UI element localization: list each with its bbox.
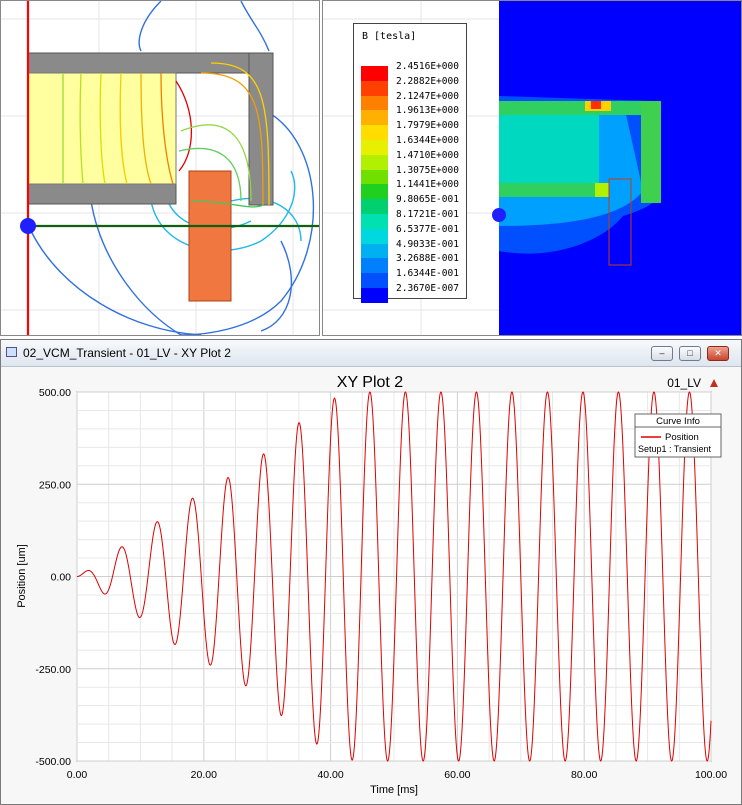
legend-swatch: [361, 95, 388, 111]
legend-swatch: [361, 288, 388, 303]
maximize-button[interactable]: □: [679, 346, 701, 361]
flux-density-view[interactable]: B [tesla] 2.4516E+000 2.2882E+000 2.1247E+…: [322, 0, 742, 336]
x-tick-label: 0.00: [67, 769, 88, 781]
minimize-button[interactable]: –: [651, 346, 673, 361]
y-tick-label: 500.00: [39, 387, 71, 399]
window-app-icon: [6, 347, 17, 357]
y-tick-label: -250.00: [35, 664, 71, 676]
field-lines-drawing: [1, 1, 319, 335]
legend-swatch: [361, 110, 388, 126]
window-titlebar[interactable]: 02_VCM_Transient - 01_LV - XY Plot 2 – □…: [1, 340, 741, 367]
curve-name: Position: [665, 432, 699, 443]
x-tick-label: 60.00: [444, 769, 470, 781]
plot-grid: [76, 391, 712, 762]
design-label: 01_LV: [667, 376, 701, 390]
x-tick-label: 80.00: [571, 769, 597, 781]
close-button[interactable]: ✕: [707, 346, 729, 361]
legend-label: 1.9613E+000: [396, 105, 459, 117]
legend-swatch: [361, 169, 388, 185]
legend-swatch: [361, 214, 388, 229]
x-tick-label: 40.00: [317, 769, 343, 781]
xy-plot-window[interactable]: 02_VCM_Transient - 01_LV - XY Plot 2 – □…: [0, 339, 742, 805]
window-title: 02_VCM_Transient - 01_LV - XY Plot 2: [23, 346, 231, 360]
legend-label: 8.1721E-001: [396, 209, 459, 220]
x-tick-label: 100.00: [695, 769, 727, 781]
legend-label: 2.1247E+000: [396, 90, 459, 102]
legend-swatch: [361, 140, 388, 155]
y-tick-label: -500.00: [35, 756, 71, 768]
legend-label: 2.4516E+000: [396, 61, 459, 72]
legend-swatch: [361, 243, 388, 259]
y-tick-label: 0.00: [51, 572, 72, 584]
plot-title: XY Plot 2: [337, 374, 404, 391]
legend-swatch: [361, 66, 388, 81]
series-layer: [76, 391, 712, 762]
y-axis-label: Position [um]: [16, 544, 28, 608]
legend-swatch: [361, 228, 388, 244]
legend-label: 3.2688E-001: [396, 253, 459, 265]
legend-swatch: [361, 199, 388, 215]
axis-ticks: 0.00 20.00 40.00 60.00 80.00 100.00 500.00 250.…: [35, 387, 727, 781]
legend-label: 1.4710E+000: [396, 149, 459, 161]
xy-plot-area[interactable]: XY Plot 2 01_LV 0.00 20.00 40.00 60.00 80.00…: [1, 367, 741, 804]
legend-label: 1.6344E-001: [396, 268, 459, 280]
legend-swatch: [361, 80, 388, 96]
legend-label: 2.3670E-007: [396, 283, 459, 294]
legend-label: 6.5377E-001: [396, 223, 459, 235]
x-tick-label: 20.00: [191, 769, 217, 781]
legend-label: 1.7979E+000: [396, 120, 459, 132]
legend-label: 9.8065E-001: [396, 194, 459, 206]
y-tick-label: 250.00: [39, 479, 71, 491]
flux-density-drawing: [323, 1, 741, 335]
series-line-position: [76, 391, 712, 762]
curve-info-legend[interactable]: Curve Info Position Setup1 : Transient: [634, 413, 722, 458]
legend-label: 1.6344E+000: [396, 135, 459, 146]
curve-info-header: Curve Info: [656, 416, 700, 427]
legend-label: 1.1441E+000: [396, 179, 459, 191]
field-lines-view[interactable]: [0, 0, 320, 336]
legend-label: 1.3075E+000: [396, 164, 459, 176]
legend-swatch: [361, 258, 388, 274]
legend-swatch: [361, 154, 388, 170]
legend-title: B [tesla]: [362, 31, 417, 42]
legend-swatch: [361, 273, 388, 289]
warning-icon[interactable]: [710, 379, 718, 387]
legend-label: 4.9033E-001: [396, 238, 459, 250]
legend-label: 2.2882E+000: [396, 75, 459, 87]
legend-swatch: [361, 125, 388, 141]
curve-setup: Setup1 : Transient: [638, 444, 712, 454]
field-legend: B [tesla] 2.4516E+000 2.2882E+000 2.1247E+…: [353, 23, 467, 303]
legend-swatch: [361, 184, 388, 200]
x-axis-label: Time [ms]: [370, 784, 418, 796]
